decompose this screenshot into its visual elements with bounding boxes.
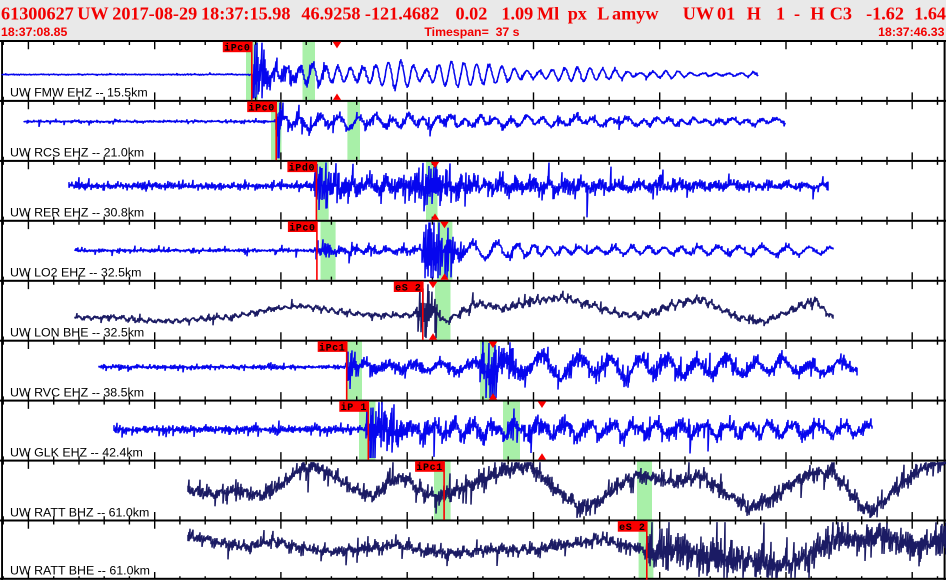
svg-text:46.9258: 46.9258 [301,4,360,24]
svg-text:1.09: 1.09 [501,4,533,24]
svg-text:H: H [810,4,824,24]
svg-text:Timespan= 37 s: Timespan= 37 s [424,25,519,39]
svg-text:eS 2: eS 2 [395,283,421,294]
svg-text:-121.4682: -121.4682 [365,4,439,24]
svg-text:L: L [597,4,609,24]
svg-text:UW: UW [77,4,108,24]
svg-text:UW: UW [683,4,714,24]
svg-text:amyw: amyw [612,4,659,24]
svg-text:Ml: Ml [537,4,559,24]
svg-text:iPc0: iPc0 [289,222,315,234]
svg-text:iPc1: iPc1 [416,462,442,474]
svg-text:UW RCS EHZ -- 21.0km: UW RCS EHZ -- 21.0km [10,146,144,160]
svg-text:1.64: 1.64 [914,4,946,24]
svg-text:18:37:08.85: 18:37:08.85 [1,25,67,39]
svg-text:0.02: 0.02 [456,4,488,24]
svg-text:1: 1 [776,4,785,24]
svg-text:-: - [794,4,800,24]
svg-text:18:37:46.33: 18:37:46.33 [878,25,944,39]
svg-text:UW RATT BHZ -- 61.0km: UW RATT BHZ -- 61.0km [10,505,149,519]
svg-text:61300627: 61300627 [1,4,74,24]
svg-text:px: px [568,4,587,24]
svg-text:iPc1: iPc1 [319,342,345,354]
svg-text:iPc0: iPc0 [224,43,250,55]
svg-text:iP 1: iP 1 [341,402,367,414]
svg-text:UW RATT BHE -- 61.0km: UW RATT BHE -- 61.0km [10,564,150,578]
svg-text:UW RVC EHZ -- 38.5km: UW RVC EHZ -- 38.5km [10,385,144,399]
svg-text:UW RER EHZ -- 30.8km: UW RER EHZ -- 30.8km [10,206,144,220]
svg-text:C3: C3 [830,4,852,24]
svg-text:iPd0: iPd0 [289,163,315,175]
svg-text:UW GLK EHZ -- 42.4km: UW GLK EHZ -- 42.4km [10,445,143,459]
svg-text:UW LO2 EHZ -- 32.5km: UW LO2 EHZ -- 32.5km [10,266,142,280]
svg-text:01: 01 [717,4,735,24]
svg-text:H: H [747,4,761,24]
svg-text:2017-08-29: 2017-08-29 [112,4,197,24]
svg-text:eS 2: eS 2 [619,523,645,534]
svg-text:iPc0: iPc0 [248,103,274,115]
svg-text:18:37:15.98: 18:37:15.98 [201,4,290,24]
svg-text:-1.62: -1.62 [866,4,904,24]
svg-text:UW FMW EHZ -- 15.5km: UW FMW EHZ -- 15.5km [10,86,148,100]
svg-text:UW LON BHE -- 32.5km: UW LON BHE -- 32.5km [10,326,144,340]
